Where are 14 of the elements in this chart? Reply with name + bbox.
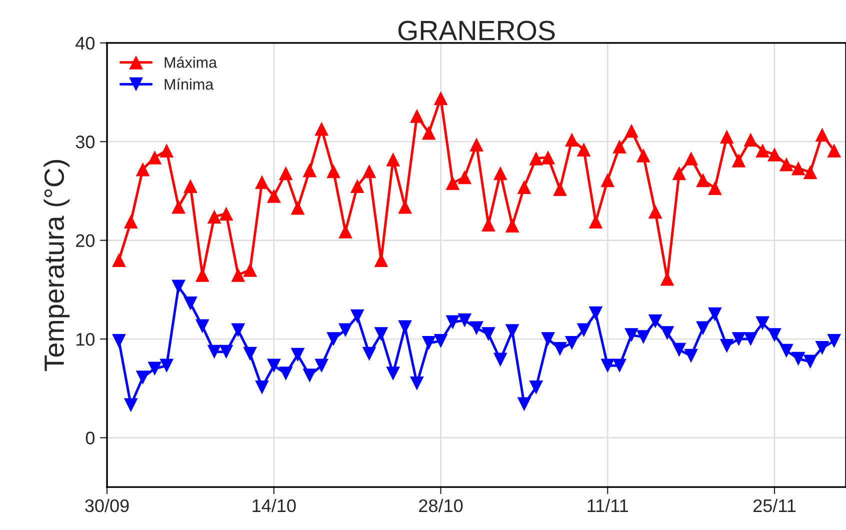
y-tick-label: 10: [76, 332, 95, 346]
y-tick-label: 40: [76, 36, 95, 50]
legend-label: Mínima: [164, 78, 214, 90]
chart-title: GRANEROS: [398, 20, 555, 40]
x-tick-label: 25/11: [753, 498, 796, 512]
y-tick-label: 0: [86, 432, 95, 444]
y-tick-label: 30: [76, 136, 95, 148]
y-axis-title: Temperatura (°C): [44, 160, 70, 372]
legend-label: Máxima: [164, 56, 218, 68]
x-tick-label: 28/10: [419, 498, 463, 512]
y-tick-label: 20: [76, 234, 95, 248]
x-tick-label: 30/09: [85, 498, 129, 512]
x-tick-label: 11/11: [588, 498, 628, 512]
x-tick-label: 14/10: [252, 498, 296, 512]
